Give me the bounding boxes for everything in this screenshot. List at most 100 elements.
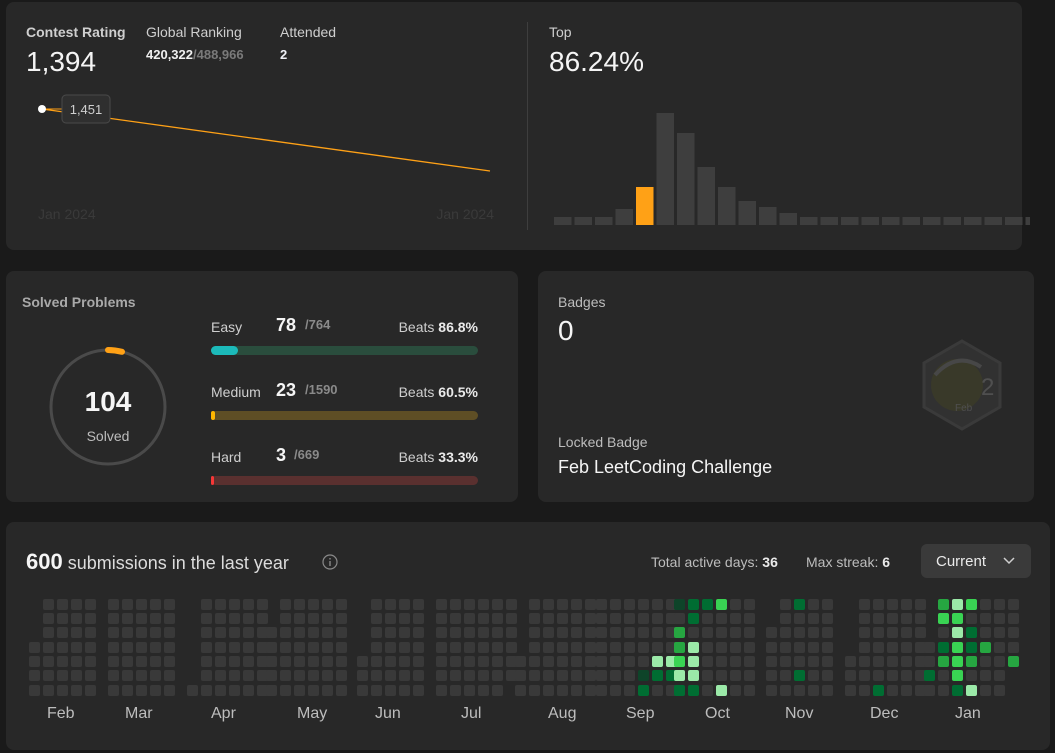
heatmap-cell[interactable]: [924, 642, 935, 653]
heatmap-cell[interactable]: [901, 670, 912, 681]
heatmap-cell[interactable]: [638, 670, 649, 681]
histogram-bar[interactable]: [964, 217, 982, 225]
heatmap-cell[interactable]: [85, 613, 96, 624]
heatmap-cell[interactable]: [688, 685, 699, 696]
heatmap-cell[interactable]: [1008, 599, 1019, 610]
heatmap-cell[interactable]: [436, 642, 447, 653]
rating-distribution-chart[interactable]: [550, 98, 1030, 228]
heatmap-cell[interactable]: [215, 627, 226, 638]
heatmap-cell[interactable]: [822, 685, 833, 696]
histogram-bar[interactable]: [574, 217, 593, 225]
heatmap-cell[interactable]: [29, 685, 40, 696]
heatmap-cell[interactable]: [543, 599, 554, 610]
heatmap-cell[interactable]: [624, 656, 635, 667]
heatmap-cell[interactable]: [464, 599, 475, 610]
heatmap-cell[interactable]: [716, 685, 727, 696]
heatmap-cell[interactable]: [688, 627, 699, 638]
heatmap-cell[interactable]: [108, 685, 119, 696]
heatmap-cell[interactable]: [371, 613, 382, 624]
heatmap-cell[interactable]: [808, 670, 819, 681]
heatmap-cell[interactable]: [571, 627, 582, 638]
heatmap-cell[interactable]: [585, 627, 596, 638]
heatmap-cell[interactable]: [108, 627, 119, 638]
histogram-bar[interactable]: [882, 217, 900, 225]
heatmap-cell[interactable]: [108, 599, 119, 610]
histogram-bar[interactable]: [984, 217, 1003, 225]
heatmap-cell[interactable]: [808, 642, 819, 653]
heatmap-cell[interactable]: [966, 642, 977, 653]
heatmap-cell[interactable]: [873, 670, 884, 681]
heatmap-cell[interactable]: [901, 627, 912, 638]
heatmap-cell[interactable]: [71, 670, 82, 681]
heatmap-cell[interactable]: [506, 642, 517, 653]
heatmap-cell[interactable]: [57, 627, 68, 638]
heatmap-cell[interactable]: [308, 613, 319, 624]
heatmap-cell[interactable]: [766, 642, 777, 653]
heatmap-cell[interactable]: [243, 685, 254, 696]
heatmap-cell[interactable]: [638, 599, 649, 610]
heatmap-cell[interactable]: [688, 613, 699, 624]
heatmap-cell[interactable]: [450, 627, 461, 638]
heatmap-cell[interactable]: [529, 656, 540, 667]
heatmap-cell[interactable]: [652, 627, 663, 638]
heatmap-cell[interactable]: [506, 613, 517, 624]
heatmap-cell[interactable]: [280, 599, 291, 610]
heatmap-cell[interactable]: [122, 599, 133, 610]
heatmap-cell[interactable]: [585, 670, 596, 681]
heatmap-cell[interactable]: [716, 656, 727, 667]
heatmap-cell[interactable]: [652, 670, 663, 681]
heatmap-cell[interactable]: [215, 599, 226, 610]
heatmap-cell[interactable]: [136, 613, 147, 624]
heatmap-cell[interactable]: [808, 685, 819, 696]
heatmap-cell[interactable]: [413, 627, 424, 638]
heatmap-cell[interactable]: [71, 656, 82, 667]
heatmap-cell[interactable]: [136, 599, 147, 610]
heatmap-cell[interactable]: [666, 656, 677, 667]
heatmap-cell[interactable]: [436, 685, 447, 696]
heatmap-cell[interactable]: [716, 599, 727, 610]
heatmap-cell[interactable]: [150, 627, 161, 638]
heatmap-cell[interactable]: [266, 685, 277, 696]
heatmap-cell[interactable]: [1008, 656, 1019, 667]
heatmap-cell[interactable]: [322, 599, 333, 610]
heatmap-cell[interactable]: [610, 627, 621, 638]
heatmap-cell[interactable]: [371, 656, 382, 667]
heatmap-cell[interactable]: [808, 627, 819, 638]
heatmap-cell[interactable]: [596, 685, 607, 696]
heatmap-cell[interactable]: [702, 656, 713, 667]
heatmap-cell[interactable]: [938, 613, 949, 624]
heatmap-cell[interactable]: [464, 642, 475, 653]
heatmap-cell[interactable]: [952, 599, 963, 610]
heatmap-cell[interactable]: [450, 656, 461, 667]
histogram-bar[interactable]: [759, 207, 777, 225]
heatmap-cell[interactable]: [915, 642, 926, 653]
heatmap-cell[interactable]: [450, 613, 461, 624]
heatmap-cell[interactable]: [85, 627, 96, 638]
heatmap-cell[interactable]: [822, 599, 833, 610]
heatmap-cell[interactable]: [744, 627, 755, 638]
heatmap-cell[interactable]: [413, 656, 424, 667]
heatmap-cell[interactable]: [336, 670, 347, 681]
heatmap-cell[interactable]: [901, 599, 912, 610]
heatmap-cell[interactable]: [108, 613, 119, 624]
heatmap-cell[interactable]: [730, 613, 741, 624]
heatmap-cell[interactable]: [478, 656, 489, 667]
heatmap-cell[interactable]: [730, 599, 741, 610]
heatmap-cell[interactable]: [413, 670, 424, 681]
heatmap-cell[interactable]: [557, 599, 568, 610]
heatmap-cell[interactable]: [492, 627, 503, 638]
heatmap-cell[interactable]: [229, 599, 240, 610]
heatmap-cell[interactable]: [557, 613, 568, 624]
heatmap-cell[interactable]: [399, 599, 410, 610]
heatmap-cell[interactable]: [257, 613, 268, 624]
heatmap-cell[interactable]: [666, 627, 677, 638]
heatmap-cell[interactable]: [744, 670, 755, 681]
heatmap-cell[interactable]: [624, 627, 635, 638]
histogram-bar[interactable]: [779, 213, 798, 225]
heatmap-cell[interactable]: [164, 670, 175, 681]
heatmap-cell[interactable]: [385, 656, 396, 667]
heatmap-cell[interactable]: [716, 642, 727, 653]
heatmap-cell[interactable]: [280, 656, 291, 667]
heatmap-cell[interactable]: [229, 613, 240, 624]
heatmap-cell[interactable]: [543, 656, 554, 667]
